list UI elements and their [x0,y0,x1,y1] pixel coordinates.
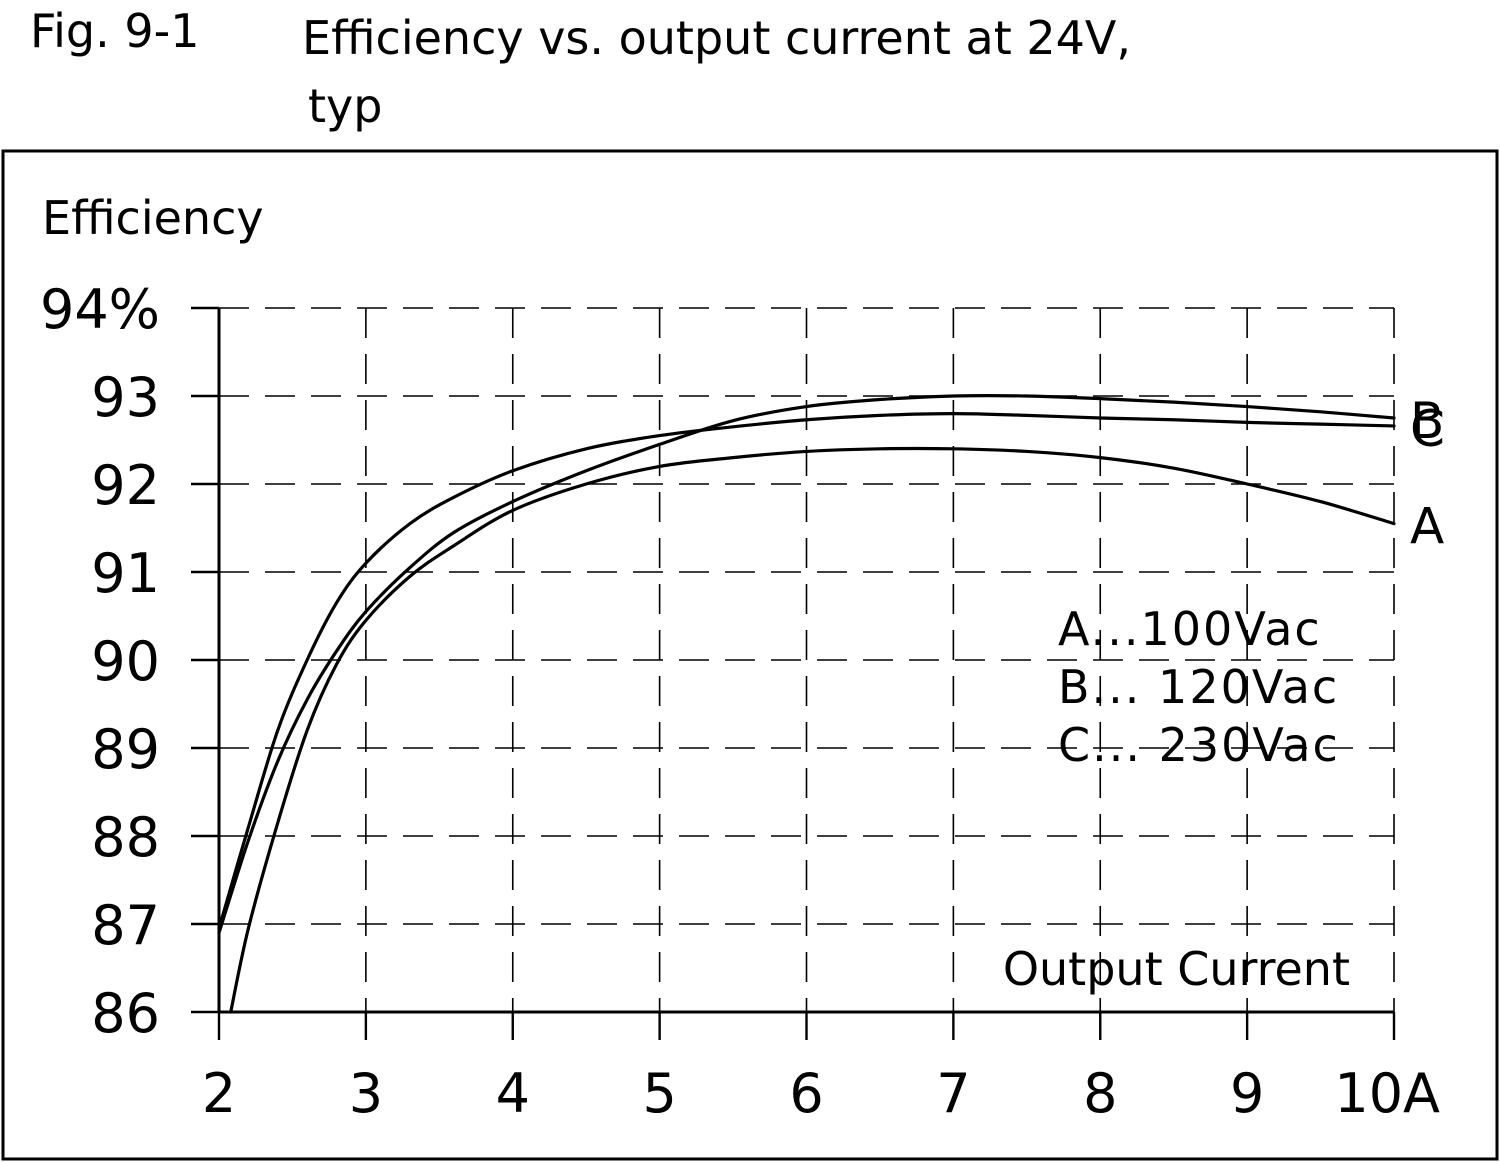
chart-axes [191,306,1396,1040]
y-tick-label: 86 [91,982,160,1045]
x-tick-label: 10A [1334,1062,1440,1125]
figure-title: Efficiency vs. output current at 24V, ty… [302,4,1131,140]
chart-frame [1,149,1499,1161]
x-tick-label: 8 [1083,1062,1117,1125]
figure-title-line-2: typ [308,79,383,133]
x-tick-label: 6 [789,1062,823,1125]
y-tick-label: 93 [91,366,160,429]
series-line-b [217,394,1396,935]
x-tick-label: 7 [936,1062,970,1125]
x-axis-title: Output Current [1003,942,1350,996]
legend-entry: C... 230Vac [1058,718,1340,772]
y-tick-label: 88 [91,806,160,869]
y-tick-label: 87 [91,894,160,957]
x-tick-label: 5 [642,1062,676,1125]
x-tick-label: 2 [202,1062,236,1125]
y-tick-label: 94% [40,278,160,341]
series-label-c: C [1410,400,1445,458]
series-label-a: A [1410,498,1444,556]
y-tick-label: 91 [91,542,160,605]
x-tick-label: 9 [1230,1062,1264,1125]
y-tick-label: 92 [91,454,160,517]
y-axis-title: Efficiency [42,191,264,245]
series-line-a [229,446,1396,1014]
x-tick-label: 3 [349,1062,383,1125]
legend-entry: A...100Vac [1058,602,1322,656]
figure-number: Fig. 9-1 [30,4,200,58]
legend-entry: B... 120Vac [1058,660,1339,714]
series-line-c [217,412,1396,930]
figure-title-line-1: Efficiency vs. output current at 24V, [302,11,1132,65]
series-label-b: B [1410,392,1444,450]
y-tick-label: 89 [91,718,160,781]
y-tick-label: 90 [91,630,160,693]
chart-series [217,394,1396,1014]
x-tick-label: 4 [496,1062,530,1125]
